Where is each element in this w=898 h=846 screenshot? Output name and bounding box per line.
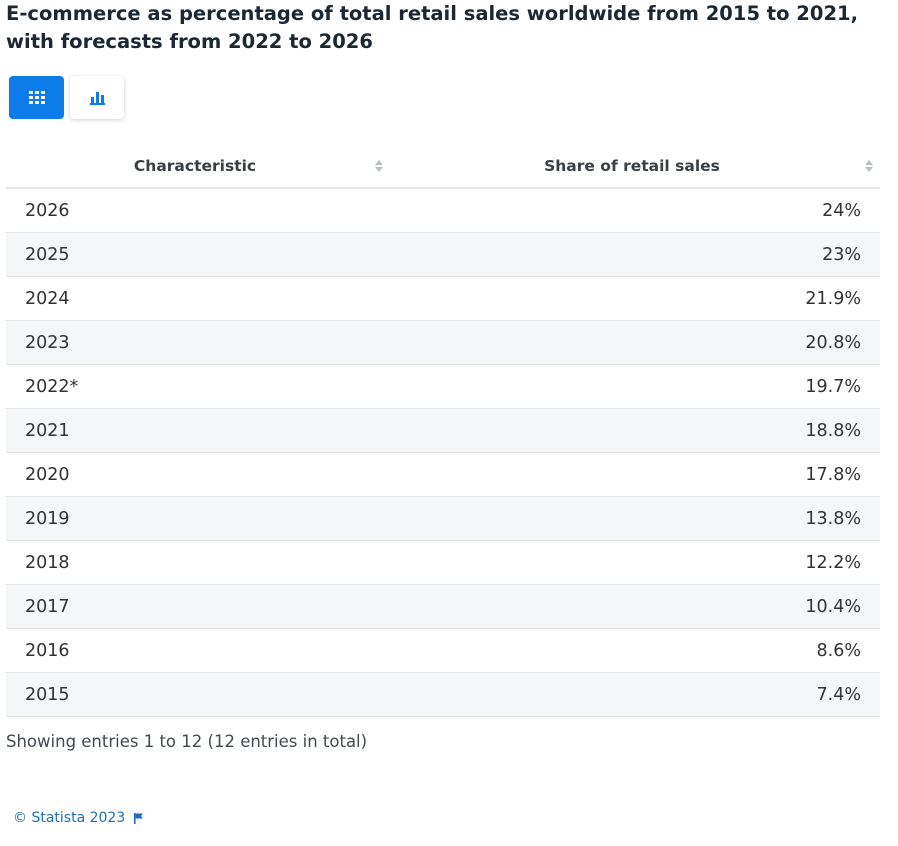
grid-icon [28,91,45,104]
year-cell: 2025 [6,232,384,277]
value-cell: 7.4% [384,672,880,717]
year-cell: 2018 [6,540,384,585]
value-cell: 8.6% [384,628,880,673]
table-header-row: Characteristic Share of retail sales [6,145,880,189]
value-cell: 24% [384,188,880,233]
year-cell: 2021 [6,408,384,453]
table-row: 2020 17.8% [6,452,880,497]
table-row: 2024 21.9% [6,276,880,321]
data-table: Characteristic Share of retail sales 202… [6,145,880,717]
value-cell: 19.7% [384,364,880,409]
table-row: 2021 18.8% [6,408,880,453]
year-cell: 2022* [6,364,384,409]
copyright-text: © Statista 2023 [13,810,126,826]
value-cell: 20.8% [384,320,880,365]
table-row: 2018 12.2% [6,540,880,585]
year-cell: 2017 [6,584,384,629]
year-cell: 2023 [6,320,384,365]
bar-chart-icon [89,91,105,105]
table-row: 2026 24% [6,188,880,233]
value-cell: 17.8% [384,452,880,497]
view-toggle [9,76,124,120]
table-row: 2015 7.4% [6,672,880,717]
table-view-button[interactable] [9,76,64,119]
table-row: 2019 13.8% [6,496,880,541]
chart-view-button[interactable] [70,76,124,119]
table-row: 2022* 19.7% [6,364,880,409]
value-cell: 21.9% [384,276,880,321]
column-header-share[interactable]: Share of retail sales [384,145,880,189]
flag-icon[interactable] [134,812,144,824]
sort-icon[interactable] [864,158,874,174]
table-row: 2017 10.4% [6,584,880,629]
entries-info: Showing entries 1 to 12 (12 entries in t… [6,732,368,751]
column-header-characteristic[interactable]: Characteristic [6,145,384,189]
value-cell: 10.4% [384,584,880,629]
table-row: 2025 23% [6,232,880,277]
year-cell: 2016 [6,628,384,673]
value-cell: 13.8% [384,496,880,541]
year-cell: 2019 [6,496,384,541]
value-cell: 18.8% [384,408,880,453]
year-cell: 2026 [6,188,384,233]
table-row: 2016 8.6% [6,628,880,673]
column-header-label: Share of retail sales [544,157,720,175]
column-header-label: Characteristic [133,157,257,175]
value-cell: 12.2% [384,540,880,585]
table-row: 2023 20.8% [6,320,880,365]
year-cell: 2020 [6,452,384,497]
sort-icon[interactable] [374,158,384,174]
value-cell: 23% [384,232,880,277]
year-cell: 2024 [6,276,384,321]
copyright-link[interactable]: © Statista 2023 [13,810,144,826]
year-cell: 2015 [6,672,384,717]
page-title: E-commerce as percentage of total retail… [6,2,858,53]
